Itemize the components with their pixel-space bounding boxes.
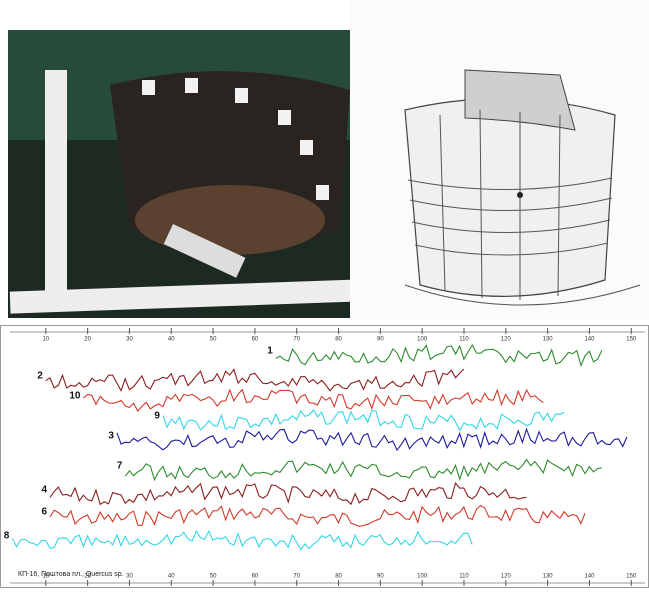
x-tick-label: 10 <box>42 574 49 580</box>
ring-curve <box>50 483 527 504</box>
x-tick-label: 10 <box>42 337 49 343</box>
x-tick-label: 50 <box>210 574 217 580</box>
series-label: 6 <box>41 507 47 518</box>
series-label: 7 <box>117 461 123 472</box>
ring-curve <box>276 345 602 366</box>
x-tick-label: 150 <box>626 574 637 580</box>
excavation-photo <box>8 30 386 318</box>
x-tick-label: 140 <box>584 574 595 580</box>
ring-curve <box>84 390 544 411</box>
x-tick-label: 70 <box>293 337 300 343</box>
series-label: 8 <box>4 531 10 542</box>
series-label: 1 <box>267 346 273 357</box>
x-tick-label: 90 <box>377 574 384 580</box>
ring-curve <box>163 410 564 430</box>
x-tick-label: 120 <box>501 337 512 343</box>
x-tick-label: 30 <box>126 574 133 580</box>
x-tick-label: 20 <box>84 337 91 343</box>
x-tick-label: 20 <box>84 574 91 580</box>
x-tick-label: 40 <box>168 574 175 580</box>
x-tick-label: 70 <box>293 574 300 580</box>
x-tick-label: 80 <box>335 574 342 580</box>
x-tick-label: 60 <box>252 337 259 343</box>
ring-curve <box>117 429 627 450</box>
page: КП-16, Поштова пл., Quercus sp. 10 10 20 20… <box>0 0 649 588</box>
x-tick-label: 130 <box>543 337 554 343</box>
series-label: 4 <box>41 485 47 496</box>
x-tick-label: 140 <box>584 337 595 343</box>
x-tick-label: 130 <box>543 574 554 580</box>
x-tick-label: 120 <box>501 574 512 580</box>
ring-curve <box>46 369 464 391</box>
series-label: 10 <box>69 391 81 402</box>
chart-frame <box>1 326 649 588</box>
x-tick-label: 100 <box>417 337 428 343</box>
x-tick-label: 110 <box>459 574 469 580</box>
series-label: 2 <box>37 371 43 382</box>
chart-caption: КП-16, Поштова пл., Quercus sp. <box>18 571 124 578</box>
x-tick-label: 60 <box>252 574 259 580</box>
x-tick-label: 40 <box>168 337 175 343</box>
x-tick-label: 30 <box>126 337 133 343</box>
x-tick-label: 90 <box>377 337 384 343</box>
ring-curve <box>125 460 602 480</box>
bucket-drawing <box>350 0 649 320</box>
series-label: 9 <box>154 411 160 422</box>
ring-curve <box>12 531 472 550</box>
x-tick-label: 110 <box>459 337 469 343</box>
x-tick-label: 80 <box>335 337 342 343</box>
ring-curve <box>50 506 585 527</box>
x-tick-label: 100 <box>417 574 428 580</box>
series-label: 3 <box>108 431 114 442</box>
figure: КП-16, Поштова пл., Quercus sp. 10 10 20 20… <box>0 0 649 588</box>
x-tick-label: 150 <box>626 337 637 343</box>
x-tick-label: 50 <box>210 337 217 343</box>
